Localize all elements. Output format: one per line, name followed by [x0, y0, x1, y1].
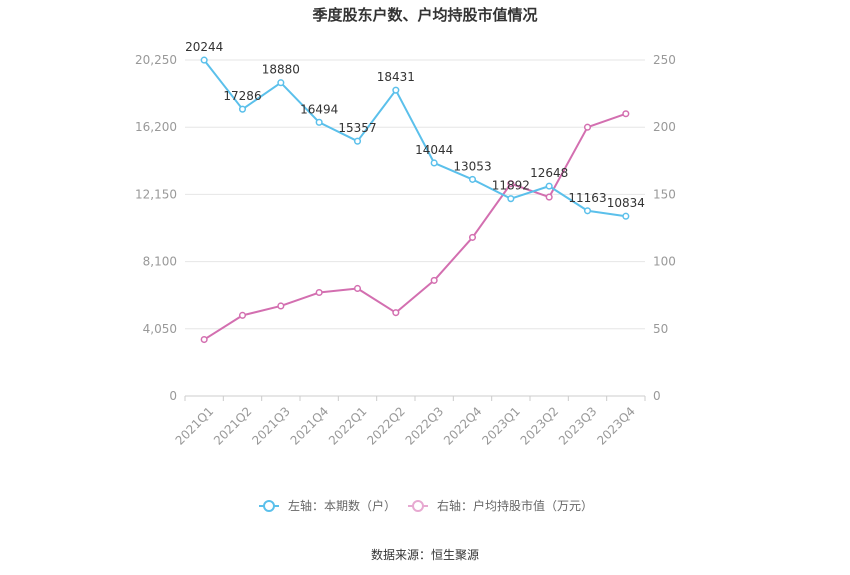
data-label: 10834 [607, 196, 645, 210]
x-tick-label: 2022Q2 [364, 404, 408, 448]
right-tick-label: 100 [653, 255, 676, 269]
data-point-right [200, 336, 208, 344]
data-point-right [353, 284, 362, 293]
left-tick-label: 16,200 [135, 120, 177, 134]
right-tick-label: 0 [653, 389, 661, 403]
x-tick-label: 2021Q2 [211, 404, 255, 448]
legend-item-right[interactable]: 右轴：户均持股市值（万元） [408, 498, 593, 513]
data-label: 17286 [223, 89, 261, 103]
data-point-left [468, 175, 477, 183]
legend-label-right: 右轴：户均持股市值（万元） [437, 498, 593, 513]
data-label: 18431 [377, 70, 415, 84]
data-label: 12648 [530, 166, 568, 180]
x-tick-label: 2023Q3 [556, 404, 600, 448]
data-point-left [315, 118, 323, 126]
left-tick-label: 4,050 [143, 322, 177, 336]
data-label: 18880 [262, 63, 300, 77]
legend-marker-left [263, 500, 275, 512]
legend-marker-right [412, 500, 424, 512]
x-tick-label: 2023Q4 [594, 404, 638, 448]
right-tick-label: 200 [653, 120, 676, 134]
x-tick-label: 2021Q3 [249, 404, 293, 448]
data-point-left [277, 79, 285, 87]
data-point-right [315, 288, 323, 297]
data-label: 11892 [492, 179, 530, 193]
right-axis: 0 50 100 150 200 250 [653, 53, 676, 403]
legend: 左轴：本期数（户） 右轴：户均持股市值（万元） [259, 498, 593, 513]
series-line-left [203, 59, 626, 218]
right-tick-label: 250 [653, 53, 676, 67]
data-point-left [583, 207, 592, 215]
source-note: 数据来源：恒生聚源 [371, 547, 479, 562]
data-label: 11163 [568, 191, 606, 205]
data-point-left [200, 56, 208, 64]
x-tick-label: 2022Q3 [403, 404, 447, 448]
data-label: 16494 [300, 102, 338, 116]
data-point-left [507, 195, 515, 203]
x-tick-label: 2021Q4 [288, 404, 332, 448]
data-label: 13053 [453, 159, 491, 173]
data-point-left [353, 137, 362, 145]
x-axis: 2021Q12021Q22021Q32021Q42022Q12022Q22022… [173, 396, 646, 448]
data-point-right [545, 193, 553, 201]
data-label: 15357 [338, 121, 376, 135]
x-tick-label: 2022Q1 [326, 404, 370, 448]
data-point-right [507, 180, 515, 188]
data-point-left [622, 212, 630, 220]
left-tick-label: 8,100 [143, 255, 177, 269]
series-line-right [203, 112, 627, 341]
data-point-right [238, 311, 247, 319]
x-tick-label: 2022Q4 [441, 404, 485, 448]
x-tick-label: 2021Q1 [173, 404, 217, 448]
left-axis: 0 4,050 8,100 12,150 16,200 20,250 [135, 53, 177, 403]
data-point-left [545, 182, 553, 190]
x-tick-label: 2023Q2 [518, 404, 562, 448]
data-point-right [583, 123, 592, 131]
left-tick-label: 12,150 [135, 187, 177, 201]
data-label: 20244 [185, 40, 223, 54]
chart-title: 季度股东户数、户均持股市值情况 [312, 6, 537, 24]
data-point-left [392, 86, 400, 94]
x-tick-label: 2023Q1 [479, 404, 523, 448]
data-label: 14044 [415, 143, 453, 157]
grid [185, 59, 645, 397]
left-tick-label: 0 [169, 389, 177, 403]
right-tick-label: 50 [653, 322, 668, 336]
left-tick-label: 20,250 [135, 53, 177, 67]
data-point-right [468, 233, 477, 241]
data-point-right [622, 110, 630, 118]
data-point-right [430, 276, 438, 284]
legend-item-left[interactable]: 左轴：本期数（户） [259, 498, 396, 513]
data-point-right [392, 309, 400, 317]
data-point-right [277, 302, 285, 310]
legend-label-left: 左轴：本期数（户） [288, 498, 396, 513]
right-tick-label: 150 [653, 187, 676, 201]
data-point-left [430, 159, 438, 167]
data-point-left [238, 105, 247, 113]
